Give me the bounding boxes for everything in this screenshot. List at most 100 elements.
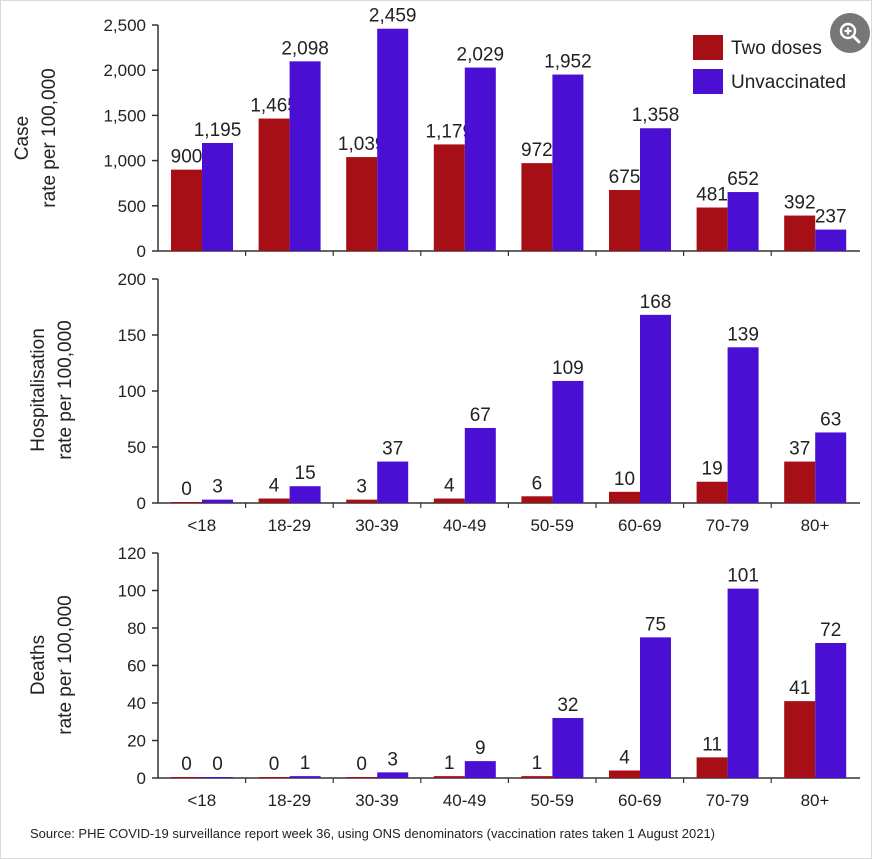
- zoom-in-icon: [839, 22, 861, 44]
- panel3-data-label: 32: [557, 695, 578, 716]
- panel2-data-label: 4: [444, 476, 455, 497]
- panel3-data-label: 1: [444, 753, 455, 774]
- legend-label-two-doses: Two doses: [731, 38, 822, 59]
- panel2-bar-two-doses: [696, 481, 728, 503]
- panel1-bar-two-doses: [433, 144, 465, 251]
- panel1-bar-two-doses: [346, 157, 378, 251]
- panel1-bar-two-doses: [696, 207, 728, 251]
- panel3-category-label: 70-79: [706, 791, 749, 810]
- panel3-bar-two-doses: [521, 776, 553, 778]
- panel3-data-label: 9: [475, 738, 486, 759]
- panel2-bar-two-doses: [521, 496, 553, 503]
- panel3-bar-unvaccinated: [727, 588, 759, 778]
- panel2-category-label: 40-49: [443, 516, 486, 535]
- panel2-data-label: 3: [212, 477, 223, 498]
- panel1-bar-unvaccinated: [727, 192, 759, 251]
- panel2-category-label: 30-39: [355, 516, 398, 535]
- panel3-ytick-label: 0: [137, 769, 146, 788]
- panel1-data-label: 652: [727, 169, 759, 190]
- panel2-ytick-label: 50: [127, 438, 146, 457]
- panel1-data-label: 900: [171, 147, 203, 168]
- panel2-data-label: 63: [820, 409, 841, 430]
- panel3-ytick-label: 40: [127, 694, 146, 713]
- panel2-category-label: 50-59: [530, 516, 573, 535]
- panel3-data-label: 11: [702, 734, 722, 755]
- panel3-bar-unvaccinated: [640, 637, 671, 778]
- legend-swatch-two-doses: [693, 35, 723, 60]
- panel3-category-label: <18: [187, 791, 216, 810]
- panel1-data-label: 1,952: [544, 52, 592, 73]
- panel2-ytick-label: 100: [118, 382, 146, 401]
- panel2-bar-two-doses: [171, 502, 202, 503]
- panel1-ylabel-line2: rate per 100,000: [39, 68, 60, 207]
- panel2-data-label: 37: [789, 439, 810, 460]
- panel2-data-label: 6: [532, 473, 543, 494]
- panel3-data-label: 4: [619, 748, 630, 769]
- panel1-bar-unvaccinated: [377, 28, 409, 251]
- panel1-bar-two-doses: [609, 189, 640, 251]
- panel3-bar-two-doses: [696, 757, 728, 778]
- legend-swatch-unvaccinated: [693, 69, 723, 94]
- panel2-data-label: 0: [181, 479, 192, 500]
- panel3-data-label: 0: [269, 754, 280, 775]
- panel3-data-label: 0: [356, 754, 367, 775]
- panel3-bar-unvaccinated: [815, 643, 847, 778]
- panel1-ylabel-line1: Case: [12, 116, 33, 160]
- panel3-ytick-label: 80: [127, 619, 146, 638]
- panel2-bar-two-doses: [346, 499, 378, 503]
- panel1-bar-two-doses: [171, 169, 202, 251]
- panel3-bar-unvaccinated: [377, 772, 409, 778]
- panel3-data-label: 75: [645, 614, 666, 635]
- panel1-bar-unvaccinated: [464, 67, 496, 251]
- panel2-bar-unvaccinated: [377, 461, 409, 503]
- panel2-ytick-label: 200: [118, 270, 146, 289]
- panel1-ytick-label: 1,000: [103, 152, 146, 171]
- panel1-data-label: 675: [609, 167, 641, 188]
- panel1-bar-unvaccinated: [202, 142, 233, 251]
- panel2-category-label: 70-79: [706, 516, 749, 535]
- panel3-data-label: 72: [820, 620, 841, 641]
- panel3-bar-unvaccinated: [464, 761, 496, 778]
- panel3-bar-two-doses: [171, 777, 202, 778]
- panel3-ytick-label: 120: [118, 544, 146, 563]
- panel3-ytick-label: 20: [127, 732, 146, 751]
- panel1-ytick-label: 1,500: [103, 106, 146, 125]
- panel2-bar-unvaccinated: [202, 499, 233, 503]
- panel3-bar-unvaccinated: [289, 776, 321, 778]
- panel2-bar-unvaccinated: [640, 314, 671, 503]
- panel1-bar-two-doses: [521, 163, 553, 251]
- panel3-bar-two-doses: [609, 770, 640, 778]
- panel3-bar-two-doses: [346, 777, 378, 778]
- panel3-bar-two-doses: [784, 701, 816, 778]
- panel3-data-label: 3: [387, 749, 398, 770]
- panel1-data-label: 1,465: [250, 96, 298, 117]
- panel3-ytick-label: 100: [118, 582, 146, 601]
- panel3-data-label: 0: [212, 754, 223, 775]
- panel1-ytick-label: 500: [118, 197, 146, 216]
- panel3-bar-two-doses: [258, 777, 290, 778]
- panel2-data-label: 168: [640, 292, 672, 313]
- panel2-bar-two-doses: [258, 498, 290, 503]
- panel2-ylabel-line1: Hospitalisation: [28, 328, 49, 452]
- panel3-data-label: 0: [181, 754, 192, 775]
- panel3-category-label: 40-49: [443, 791, 486, 810]
- panel3-category-label: 18-29: [268, 791, 311, 810]
- legend-label-unvaccinated: Unvaccinated: [731, 72, 846, 93]
- panel2-category-label: 60-69: [618, 516, 661, 535]
- panel3-data-label: 101: [727, 566, 759, 587]
- panel3-ylabel-line1: Deaths: [28, 635, 49, 695]
- panel2-data-label: 37: [382, 439, 403, 460]
- panel3-data-label: 1: [532, 753, 543, 774]
- panel2-bar-two-doses: [784, 461, 816, 503]
- source-note: Source: PHE COVID-19 surveillance report…: [30, 826, 716, 841]
- panel3-category-label: 30-39: [355, 791, 398, 810]
- panel1-data-label: 481: [696, 185, 728, 206]
- panel2-ylabel-line2: rate per 100,000: [55, 320, 76, 459]
- panel1-data-label: 1,039: [338, 134, 386, 155]
- zoom-button[interactable]: [830, 13, 870, 53]
- panel2-ytick-label: 0: [137, 494, 146, 513]
- panel2-data-label: 10: [614, 469, 635, 490]
- panel2-bar-unvaccinated: [727, 347, 759, 503]
- panel2-bar-unvaccinated: [289, 486, 321, 503]
